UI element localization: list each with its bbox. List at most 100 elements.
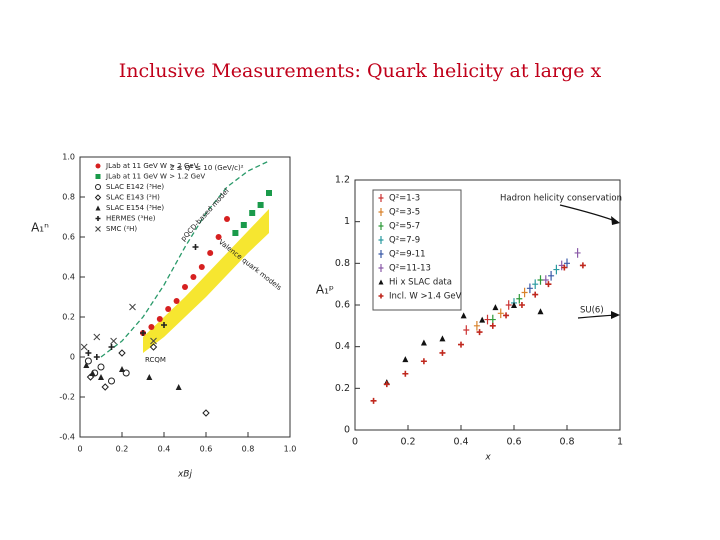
legend-box — [372, 189, 462, 311]
y-tick-label: 1.0 — [62, 153, 75, 162]
model-curve — [100, 160, 270, 358]
legend-marker — [378, 222, 384, 230]
legend-marker — [94, 194, 102, 201]
legend-marker — [95, 205, 101, 211]
x-tick-label: 0.6 — [200, 445, 213, 454]
arrow-head — [611, 311, 620, 319]
legend-label: Q²=5-7 — [389, 222, 420, 232]
data-point — [553, 264, 560, 275]
y-tick-label: 0.8 — [335, 258, 350, 269]
x-axis-label: xBj — [177, 470, 193, 480]
data-point — [561, 264, 568, 271]
annotation: 2 ≤ Q² ≤ 10 (GeV/c)² — [170, 164, 244, 172]
legend-marker — [378, 208, 384, 216]
data-point — [542, 275, 549, 285]
y-tick-label: 0.8 — [62, 193, 75, 202]
legend-label: SLAC E143 (²H) — [106, 194, 160, 202]
data-point — [548, 271, 555, 281]
legend-marker — [378, 279, 384, 285]
legend-label: SMC (²H) — [106, 225, 137, 233]
x-tick-label: 0 — [77, 445, 82, 454]
data-point — [473, 321, 480, 331]
y-tick-label: 0.4 — [335, 341, 350, 352]
data-point — [460, 312, 467, 319]
legend-label: Q²=11-13 — [389, 264, 431, 274]
data-point — [108, 344, 115, 350]
data-point — [101, 383, 109, 391]
data-point — [182, 284, 188, 290]
y-tick-label: 0.2 — [335, 383, 350, 394]
data-point — [202, 409, 210, 417]
data-point — [118, 349, 126, 357]
data-point — [232, 230, 239, 236]
data-point — [98, 374, 104, 380]
x-tick-label: 0.2 — [400, 437, 415, 448]
y-tick-label: 1.2 — [335, 175, 350, 186]
y-tick-label: -0.2 — [59, 393, 75, 402]
data-point — [215, 234, 222, 240]
arrow — [559, 204, 619, 223]
data-point — [198, 264, 205, 270]
data-point — [564, 258, 570, 269]
data-point — [439, 335, 446, 342]
x-axis-label: x — [484, 453, 491, 463]
plot-frame — [79, 156, 291, 438]
data-point — [149, 343, 158, 351]
model-band — [143, 209, 269, 353]
data-point — [526, 283, 533, 294]
annotation: pQCD-based model — [179, 187, 230, 243]
y-tick-label: 0.6 — [335, 300, 350, 311]
arrow-head — [611, 216, 620, 225]
data-point — [511, 302, 517, 308]
y-tick-label: 0.2 — [62, 313, 75, 322]
data-point — [420, 339, 427, 346]
y-tick-label: 0.4 — [62, 273, 75, 282]
data-point — [402, 356, 409, 363]
data-point — [119, 366, 125, 372]
data-point — [240, 222, 247, 228]
legend-label: JLab at 11 GeV W > 2 GeV — [105, 162, 199, 170]
y-axis-label: A₁ᵖ — [316, 283, 334, 297]
legend-label: Hi x SLAC data — [389, 278, 452, 288]
legend-marker — [95, 226, 101, 232]
data-point — [545, 281, 552, 288]
data-point — [383, 381, 390, 388]
legend-label: SLAC E154 (³He) — [106, 204, 164, 212]
data-point — [532, 279, 539, 289]
data-point — [492, 304, 499, 311]
data-point — [476, 329, 483, 336]
data-point — [175, 384, 182, 390]
data-point — [173, 298, 180, 304]
data-point — [484, 314, 491, 325]
legend-label: SLAC E142 (³He) — [106, 183, 164, 191]
data-point — [497, 308, 504, 319]
data-point — [439, 349, 446, 356]
data-point — [579, 262, 586, 269]
x-tick-label: 1 — [617, 437, 623, 448]
data-point — [129, 303, 136, 311]
data-point — [140, 330, 146, 336]
data-point — [516, 293, 523, 304]
data-point — [156, 316, 163, 322]
legend-marker — [378, 264, 384, 272]
data-point — [266, 190, 272, 196]
data-point — [370, 397, 377, 404]
x-tick-label: 0.6 — [506, 437, 521, 448]
data-point — [110, 337, 117, 345]
data-point — [537, 275, 544, 285]
x-tick-label: 0.8 — [242, 445, 255, 454]
y-tick-label: 0 — [70, 353, 75, 362]
legend-marker — [378, 250, 384, 258]
data-point — [80, 343, 88, 351]
slide-title: Inclusive Measurements: Quark helicity a… — [119, 60, 602, 82]
data-point — [518, 302, 525, 308]
data-point — [224, 216, 230, 222]
data-point — [85, 350, 92, 356]
x-tick-label: 0.2 — [116, 445, 129, 454]
y-tick-label: 1 — [344, 216, 350, 227]
data-point — [458, 341, 464, 348]
annotation: Hadron helicity conservation — [500, 194, 622, 204]
data-point — [192, 244, 199, 250]
annotation: RCQM — [145, 356, 166, 364]
